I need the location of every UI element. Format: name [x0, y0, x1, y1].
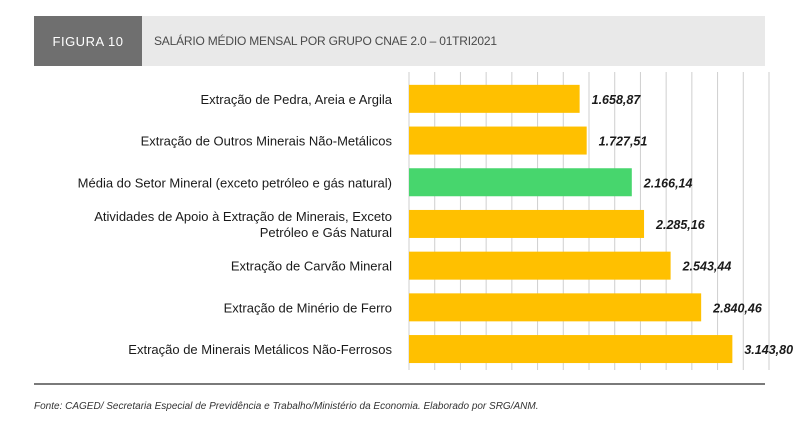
category-label: Extração de Minério de Ferro — [224, 300, 392, 315]
bar — [409, 126, 587, 155]
data-label: 2.543,44 — [682, 260, 732, 274]
bar — [409, 168, 632, 197]
category-label: Atividades de Apoio à Extração de Minera… — [94, 209, 392, 224]
figure-header: FIGURA 10 SALÁRIO MÉDIO MENSAL POR GRUPO… — [34, 16, 765, 66]
data-label: 1.727,51 — [599, 135, 648, 149]
data-label: 2.840,46 — [712, 301, 763, 315]
data-label: 2.166,14 — [643, 176, 693, 190]
figure-tag: FIGURA 10 — [34, 16, 142, 66]
bottom-divider — [34, 383, 765, 385]
bar — [409, 251, 671, 280]
data-label: 1.658,87 — [592, 93, 642, 107]
data-label: 3.143,80 — [744, 343, 793, 357]
category-label: Média do Setor Mineral (exceto petróleo … — [78, 175, 392, 190]
category-label: Extração de Pedra, Areia e Argila — [200, 92, 392, 107]
category-label: Petróleo e Gás Natural — [260, 225, 392, 240]
bar — [409, 209, 645, 238]
category-label: Extração de Outros Minerais Não-Metálico… — [141, 134, 393, 149]
bar — [409, 84, 580, 113]
category-label: Extração de Carvão Mineral — [231, 259, 392, 274]
data-label: 2.285,16 — [655, 218, 706, 232]
bar — [409, 335, 733, 364]
bar — [409, 293, 702, 322]
category-label: Extração de Minerais Metálicos Não-Ferro… — [128, 342, 392, 357]
source-note: Fonte: CAGED/ Secretaria Especial de Pre… — [34, 401, 539, 412]
figure-title: SALÁRIO MÉDIO MENSAL POR GRUPO CNAE 2.0 … — [154, 34, 497, 48]
